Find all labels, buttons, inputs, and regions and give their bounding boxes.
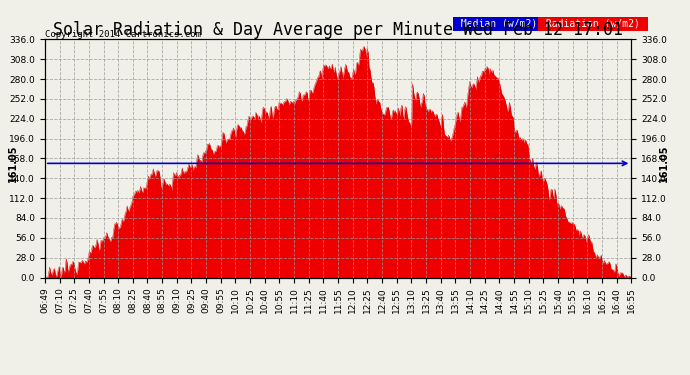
Text: Radiation (w/m2): Radiation (w/m2)	[540, 19, 647, 29]
Text: 161.05: 161.05	[659, 145, 669, 182]
Text: 161.05: 161.05	[8, 145, 17, 182]
Text: Median (w/m2): Median (w/m2)	[455, 19, 544, 29]
Text: Copyright 2014 Cartronics.com: Copyright 2014 Cartronics.com	[46, 30, 201, 39]
Title: Solar Radiation & Day Average per Minute Wed Feb 12 17:01: Solar Radiation & Day Average per Minute…	[53, 21, 623, 39]
